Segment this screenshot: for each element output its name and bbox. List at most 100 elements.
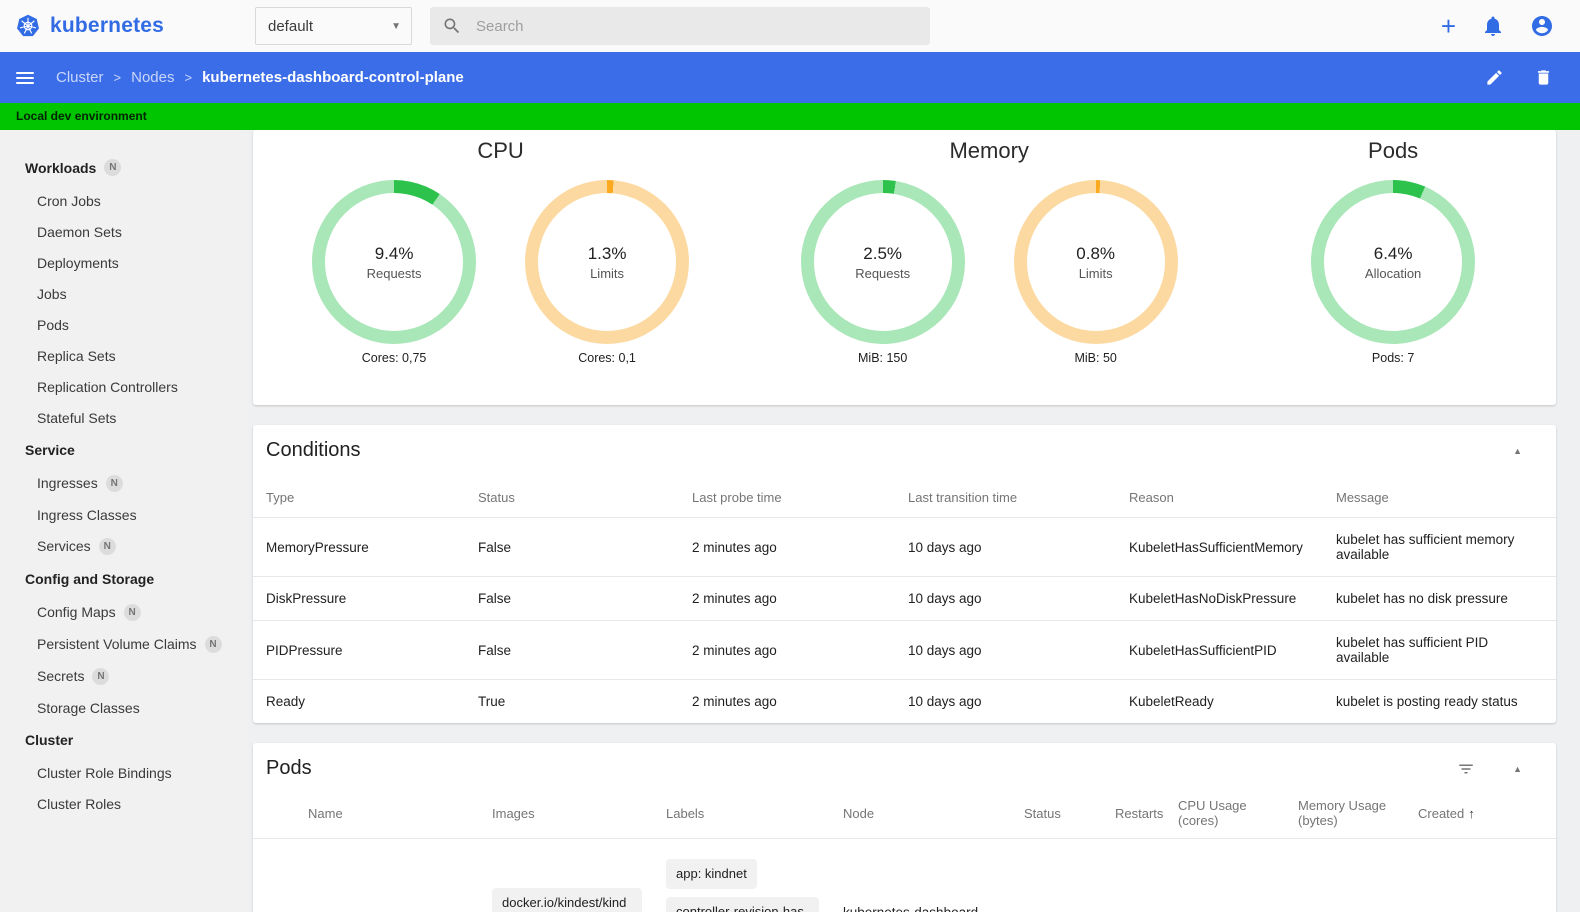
- breadcrumb-current: kubernetes-dashboard-control-plane: [202, 69, 464, 86]
- cpu-limits-donut: 1.3% Limits Cores: 0,1: [525, 180, 690, 365]
- sidebar-item-secrets[interactable]: Secrets N: [0, 660, 247, 692]
- menu-hamburger-icon[interactable]: [16, 71, 34, 84]
- new-badge: N: [105, 474, 123, 492]
- sidebar-item-daemon-sets[interactable]: Daemon Sets: [37, 223, 122, 240]
- memory-requests-donut: 2.5% Requests MiB: 150: [800, 180, 965, 365]
- sidebar-nav: Workloads N Cron Jobs Daemon Sets Deploy…: [0, 130, 247, 912]
- sidebar-item-config-maps[interactable]: Config Maps N: [0, 596, 247, 628]
- label-chip: controller-revision-hash: 58f5b657b8: [666, 896, 819, 912]
- pod-node: kubernetes-dashboard-control-plane: [831, 839, 1012, 912]
- donut-ring: 9.4% Requests: [312, 180, 477, 344]
- sidebar-item-ingresses[interactable]: Ingresses N: [0, 467, 247, 499]
- sidebar-item-storage-classes[interactable]: Storage Classes: [37, 699, 140, 716]
- pod-restarts: 5: [1103, 839, 1166, 912]
- sidebar-item-replica-sets[interactable]: Replica Sets: [37, 347, 116, 364]
- search-bar[interactable]: [430, 7, 930, 45]
- conditions-title: Conditions: [266, 439, 361, 461]
- new-badge: N: [98, 537, 116, 555]
- column-header-node[interactable]: Node: [843, 805, 875, 821]
- sidebar-item-pods[interactable]: Pods: [37, 316, 69, 333]
- breadcrumb-separator: >: [113, 70, 122, 85]
- create-resource-button[interactable]: +: [1440, 11, 1456, 41]
- column-header-last-probe-time: Last probe time: [692, 490, 782, 505]
- brand-name: kubernetes: [50, 14, 165, 37]
- kubernetes-logo-icon: [17, 14, 39, 37]
- notifications-bell-icon[interactable]: [1481, 14, 1505, 38]
- search-input[interactable]: [476, 17, 918, 35]
- donut-ring: 1.3% Limits: [525, 180, 690, 344]
- sidebar-item-cluster-roles[interactable]: Cluster Roles: [37, 795, 122, 812]
- top-app-bar: kubernetes default ▼ +: [0, 0, 1580, 52]
- cpu-requests-donut: 9.4% Requests Cores: 0,75: [312, 180, 477, 365]
- breadcrumb-separator: >: [184, 70, 193, 85]
- sidebar-section-workloads[interactable]: Workloads N: [0, 150, 247, 185]
- sidebar-item-cron-jobs[interactable]: Cron Jobs: [37, 192, 101, 209]
- user-profile-icon[interactable]: [1530, 14, 1554, 38]
- pod-row: kindnet-fmj8d docker.io/kindest/kindnetd…: [253, 839, 1556, 912]
- environment-banner: Local dev environment: [0, 103, 1580, 130]
- top-actions: +: [1440, 11, 1554, 41]
- sidebar-item-jobs[interactable]: Jobs: [37, 285, 67, 302]
- collapse-icon[interactable]: ▲: [1513, 445, 1522, 456]
- column-header-memory-usage[interactable]: Memory Usage (bytes): [1298, 798, 1387, 828]
- collapse-icon[interactable]: ▲: [1513, 763, 1522, 774]
- pods-allocation-donut: 6.4% Allocation Pods: 7: [1311, 180, 1476, 365]
- sidebar-item-cluster-role-bindings[interactable]: Cluster Role Bindings: [37, 764, 172, 781]
- main-content: CPU 9.4% Requests Cores: 0,75: [247, 130, 1580, 912]
- table-row: PIDPressure False 2 minutes ago 10 days …: [253, 620, 1556, 680]
- sidebar-section-cluster[interactable]: Cluster: [25, 732, 74, 748]
- sidebar-section-service[interactable]: Service: [25, 442, 75, 458]
- cpu-chart-group: CPU 9.4% Requests Cores: 0,75: [253, 138, 748, 405]
- column-header-cpu-usage[interactable]: CPU Usage (cores): [1178, 798, 1247, 828]
- sidebar-item-services[interactable]: Services N: [0, 530, 247, 562]
- row-menu-icon[interactable]: ⋮: [1528, 910, 1547, 912]
- column-header-message: Message: [1336, 490, 1389, 505]
- sidebar-item-ingress-classes[interactable]: Ingress Classes: [37, 506, 137, 523]
- pods-card: Pods ▲ Name Images: [253, 743, 1556, 912]
- new-badge: N: [92, 667, 110, 685]
- pods-chart-group: Pods 6.4% Allocation Pods: 7: [1230, 138, 1556, 405]
- pod-memory-usage: -: [1286, 839, 1406, 912]
- pod-status: Running: [1012, 839, 1103, 912]
- new-badge: N: [104, 159, 122, 176]
- edit-pencil-icon[interactable]: [1485, 68, 1504, 87]
- table-row: Ready True 2 minutes ago 10 days ago Kub…: [253, 679, 1556, 724]
- memory-chart-group: Memory 2.5% Requests MiB: 150: [748, 138, 1230, 405]
- breadcrumb-cluster[interactable]: Cluster: [56, 69, 104, 86]
- breadcrumb: Cluster > Nodes > kubernetes-dashboard-c…: [56, 69, 464, 86]
- sidebar-item-replication-controllers[interactable]: Replication Controllers: [37, 378, 178, 395]
- sidebar-item-persistent-volume-claims[interactable]: Persistent Volume Claims N: [0, 628, 247, 660]
- conditions-table: Type Status Last probe time Last transit…: [253, 476, 1556, 723]
- chevron-down-icon: ▼: [391, 20, 401, 32]
- search-icon: [444, 18, 460, 34]
- column-header-status: Status: [478, 490, 515, 505]
- column-header-status[interactable]: Status: [1024, 805, 1061, 821]
- namespace-select[interactable]: default ▼: [255, 7, 412, 45]
- pods-table: Name Images Labels Node Status Restarts …: [253, 788, 1556, 912]
- memory-chart-title: Memory: [949, 138, 1029, 163]
- new-badge: N: [123, 603, 141, 621]
- memory-limits-donut: 0.8% Limits MiB: 50: [1013, 180, 1178, 365]
- resource-overview-card: CPU 9.4% Requests Cores: 0,75: [253, 130, 1556, 405]
- column-header-created[interactable]: Created ↑: [1418, 805, 1475, 821]
- column-header-name[interactable]: Name: [308, 805, 343, 821]
- image-chip: docker.io/kindest/kindnetd:v20230511-dc7…: [492, 887, 642, 912]
- column-header-images[interactable]: Images: [492, 805, 535, 821]
- filter-icon[interactable]: [1457, 760, 1475, 778]
- column-header-last-transition-time: Last transition time: [908, 490, 1018, 505]
- namespace-value: default: [268, 17, 314, 35]
- donut-ring: 0.8% Limits: [1013, 180, 1178, 344]
- column-header-restarts[interactable]: Restarts: [1115, 805, 1164, 821]
- breadcrumb-nodes[interactable]: Nodes: [131, 69, 175, 86]
- column-header-reason: Reason: [1129, 490, 1174, 505]
- column-header-type: Type: [266, 490, 295, 505]
- table-row: DiskPressure False 2 minutes ago 10 days…: [253, 576, 1556, 621]
- kubernetes-brand[interactable]: kubernetes: [16, 14, 255, 38]
- table-row: MemoryPressure False 2 minutes ago 10 da…: [253, 517, 1556, 577]
- sidebar-item-stateful-sets[interactable]: Stateful Sets: [37, 409, 117, 426]
- sidebar-section-config-and-storage[interactable]: Config and Storage: [25, 571, 155, 587]
- sidebar-item-deployments[interactable]: Deployments: [37, 254, 119, 271]
- column-header-labels[interactable]: Labels: [666, 805, 705, 821]
- delete-trash-icon[interactable]: [1534, 68, 1553, 87]
- conditions-card: Conditions ▲ Type Status Last probe time…: [253, 425, 1556, 723]
